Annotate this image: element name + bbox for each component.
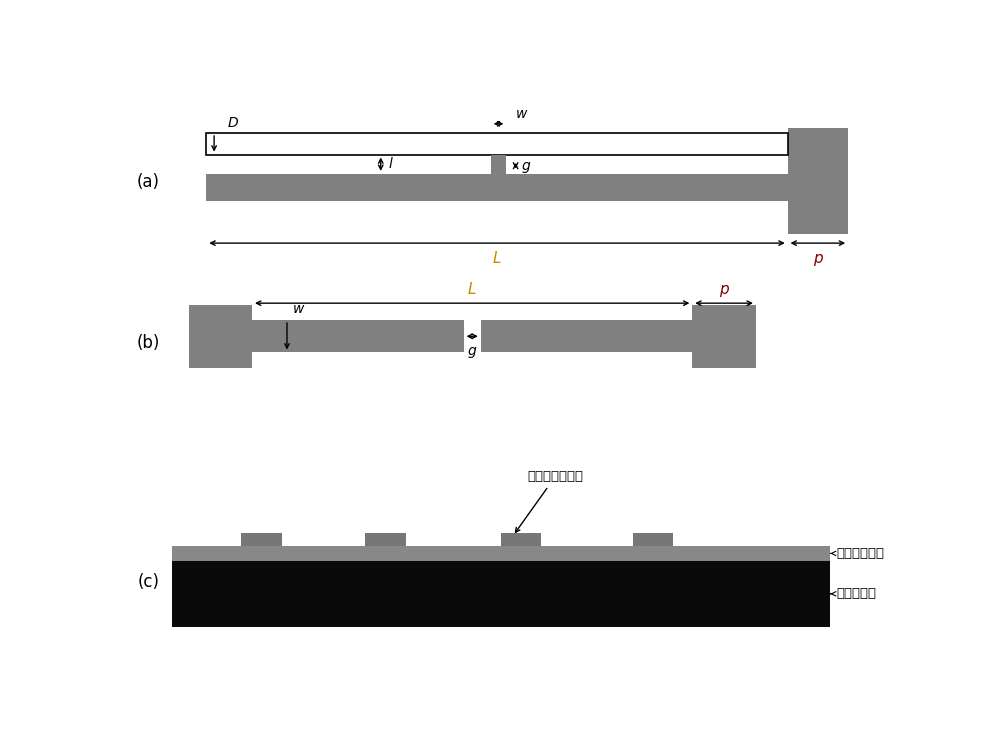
- Bar: [172, 546, 830, 561]
- Text: L: L: [493, 251, 501, 266]
- Bar: [491, 160, 506, 174]
- Bar: [495, 320, 692, 353]
- Text: w: w: [293, 303, 305, 316]
- Bar: [206, 133, 788, 154]
- Text: g: g: [468, 344, 477, 358]
- Text: (a): (a): [137, 172, 160, 190]
- Bar: [450, 320, 464, 353]
- Bar: [481, 320, 495, 353]
- Bar: [788, 127, 848, 208]
- Bar: [206, 174, 788, 201]
- Text: g: g: [522, 159, 531, 173]
- Bar: [365, 533, 406, 546]
- Text: p: p: [813, 251, 823, 266]
- Text: 光电导天线单元: 光电导天线单元: [515, 470, 583, 533]
- Text: l: l: [388, 157, 392, 172]
- Bar: [189, 305, 252, 368]
- Text: p: p: [719, 282, 729, 297]
- Text: D: D: [228, 116, 239, 130]
- Bar: [788, 201, 848, 234]
- Text: L: L: [468, 282, 476, 297]
- Text: (c): (c): [137, 573, 159, 591]
- Bar: [252, 320, 450, 353]
- Bar: [491, 154, 506, 172]
- Text: 砵化镁外延层: 砵化镁外延层: [831, 547, 884, 560]
- Bar: [633, 533, 673, 546]
- Text: w: w: [516, 106, 527, 121]
- Text: (b): (b): [137, 334, 160, 352]
- Bar: [241, 533, 282, 546]
- Bar: [692, 305, 756, 368]
- Text: 砵化镁沉底: 砵化镁沉底: [831, 587, 876, 601]
- Bar: [501, 533, 541, 546]
- Bar: [172, 561, 830, 627]
